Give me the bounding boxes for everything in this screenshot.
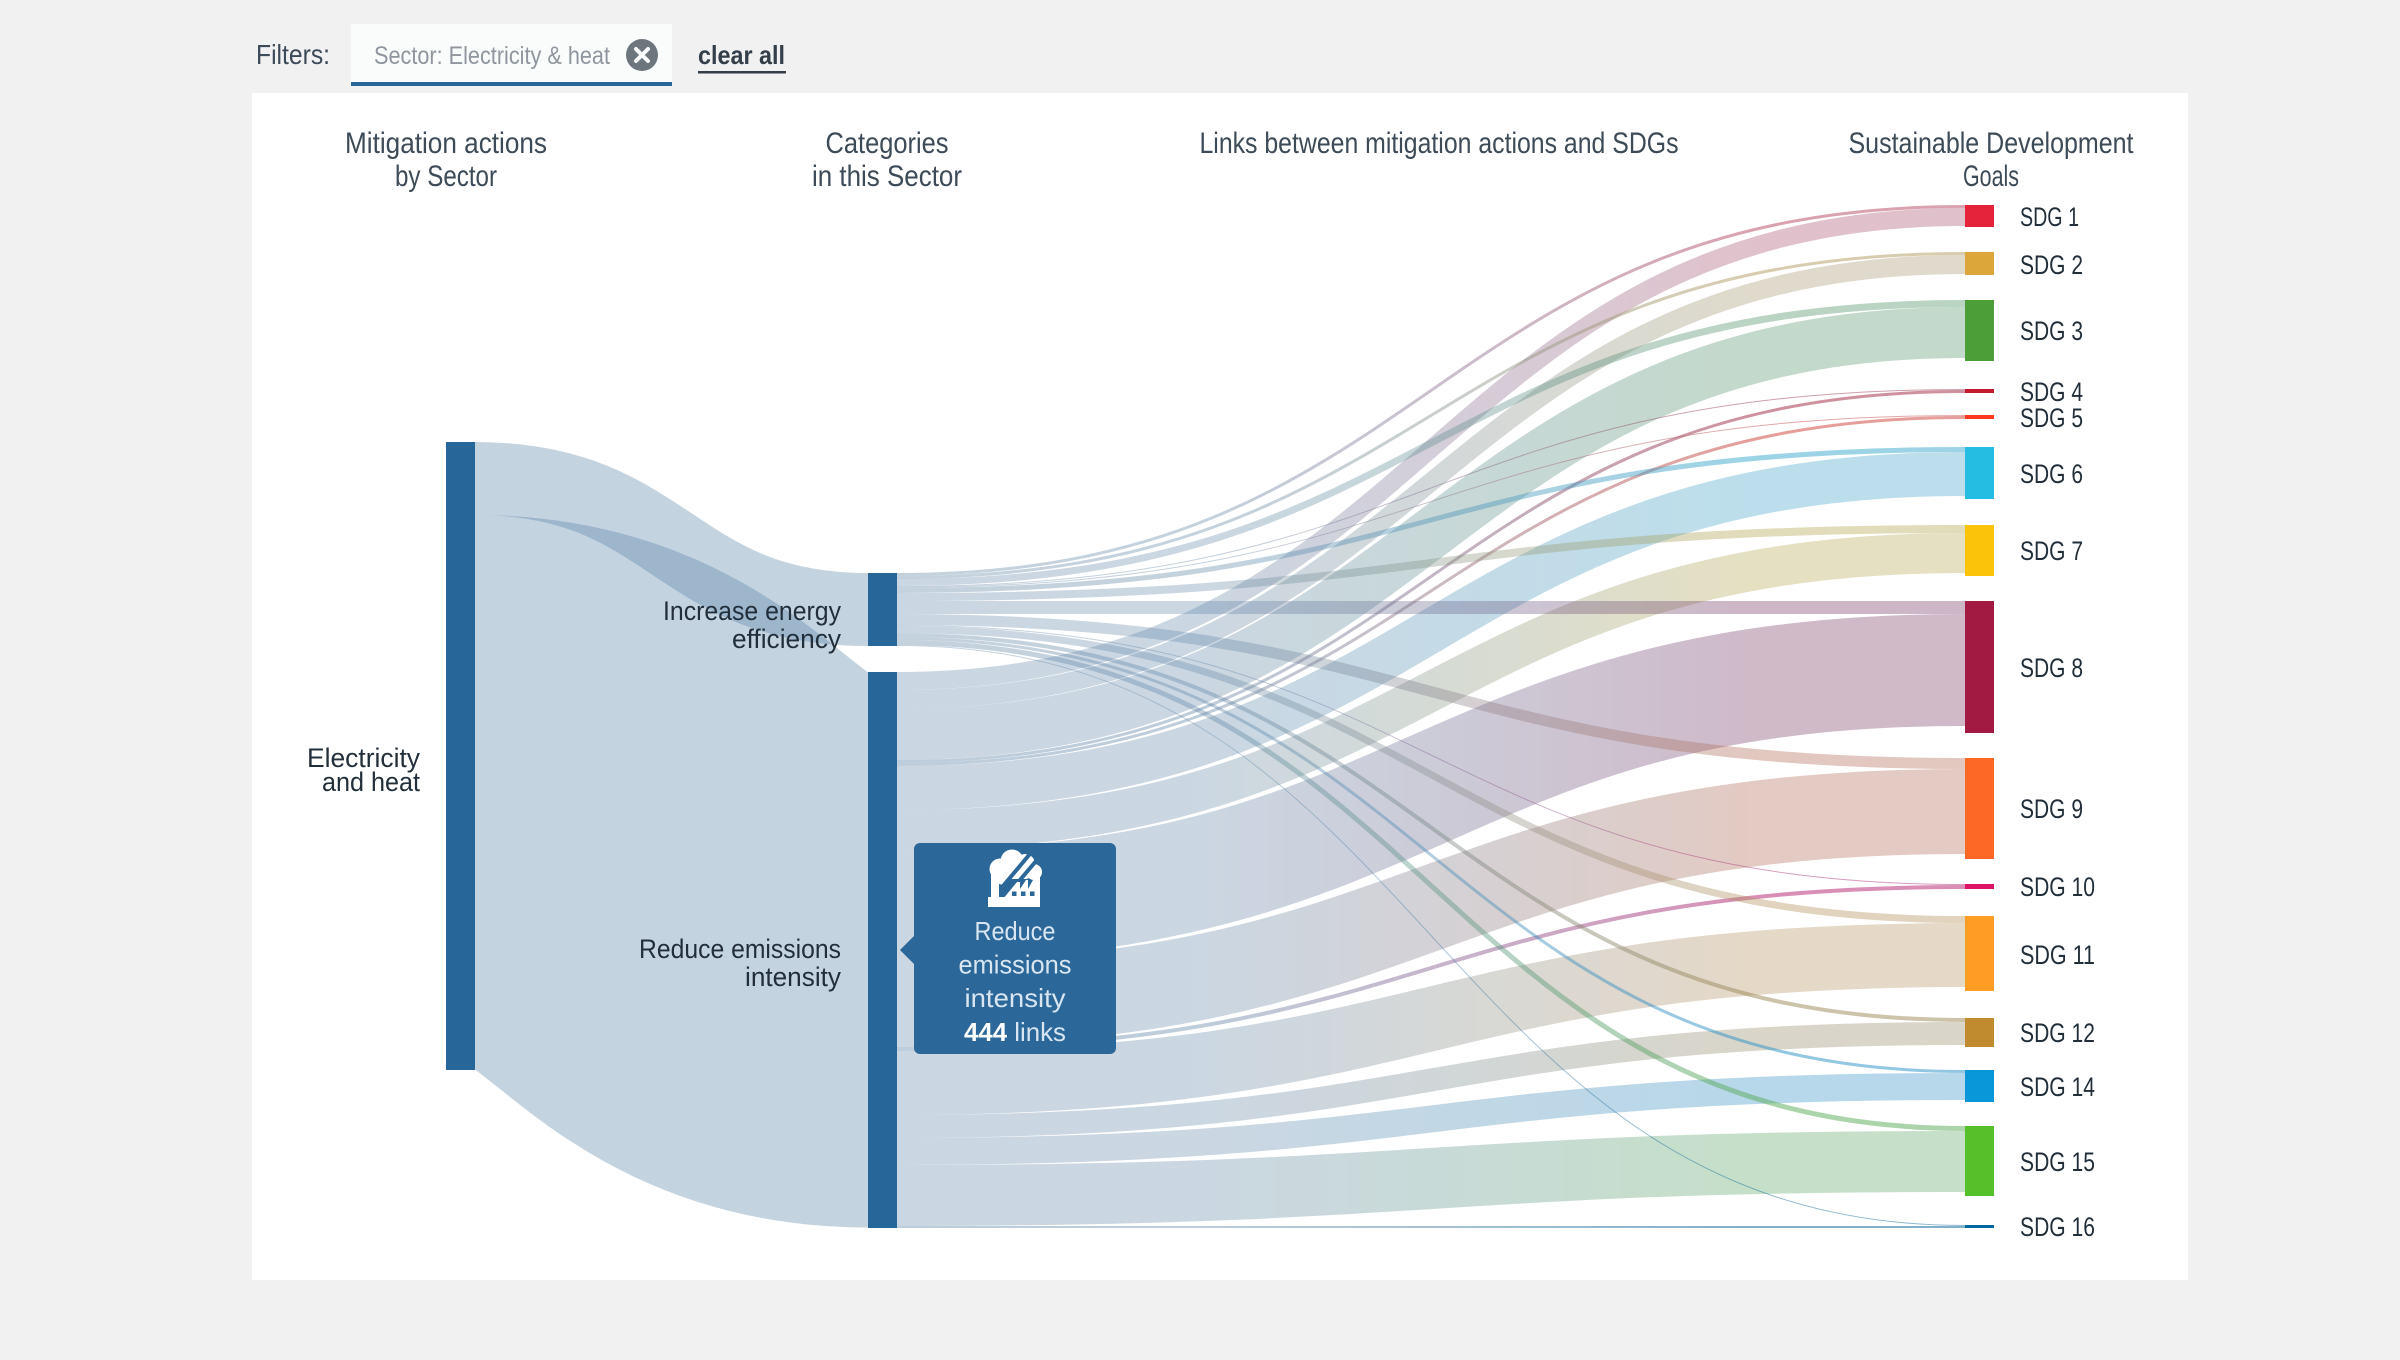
svg-text:SDG 11: SDG 11 — [2020, 940, 2095, 970]
svg-text:Increase energy: Increase energy — [663, 596, 841, 626]
svg-text:Reduce: Reduce — [975, 916, 1056, 946]
svg-text:SDG 5: SDG 5 — [2020, 403, 2083, 433]
svg-text:clear all: clear all — [698, 40, 785, 70]
svg-text:Filters:: Filters: — [256, 39, 330, 70]
svg-text:Mitigation actions: Mitigation actions — [345, 127, 547, 160]
svg-text:intensity: intensity — [745, 962, 841, 992]
svg-text:SDG 2: SDG 2 — [2020, 250, 2083, 280]
svg-text:SDG 12: SDG 12 — [2020, 1018, 2095, 1048]
svg-text:by Sector: by Sector — [395, 160, 497, 193]
svg-text:SDG 4: SDG 4 — [2020, 377, 2083, 407]
svg-text:Reduce emissions: Reduce emissions — [639, 934, 841, 964]
svg-text:SDG 10: SDG 10 — [2020, 872, 2095, 902]
svg-text:intensity: intensity — [965, 983, 1066, 1013]
svg-text:Electricity: Electricity — [307, 743, 420, 773]
svg-text:SDG 16: SDG 16 — [2020, 1212, 2095, 1242]
svg-text:SDG 6: SDG 6 — [2020, 459, 2083, 489]
svg-text:SDG 14: SDG 14 — [2020, 1072, 2095, 1102]
svg-text:SDG 8: SDG 8 — [2020, 653, 2083, 683]
svg-text:and heat: and heat — [322, 767, 420, 797]
svg-text:Sector: Electricity & heat: Sector: Electricity & heat — [374, 42, 610, 70]
svg-text:Links between mitigation actio: Links between mitigation actions and SDG… — [1200, 127, 1679, 160]
svg-text:SDG 15: SDG 15 — [2020, 1147, 2095, 1177]
svg-text:Goals: Goals — [1963, 160, 2019, 193]
svg-text:emissions: emissions — [959, 950, 1072, 980]
svg-text:Categories: Categories — [826, 127, 949, 160]
svg-text:SDG 3: SDG 3 — [2020, 316, 2083, 346]
svg-text:SDG 9: SDG 9 — [2020, 794, 2083, 824]
svg-text:SDG 7: SDG 7 — [2020, 536, 2083, 566]
svg-text:efficiency: efficiency — [732, 624, 841, 654]
svg-text:Sustainable Development: Sustainable Development — [1849, 127, 2135, 160]
svg-text:444 links: 444 links — [964, 1017, 1066, 1047]
svg-text:in this Sector: in this Sector — [812, 160, 962, 193]
svg-text:SDG 1: SDG 1 — [2020, 202, 2079, 232]
